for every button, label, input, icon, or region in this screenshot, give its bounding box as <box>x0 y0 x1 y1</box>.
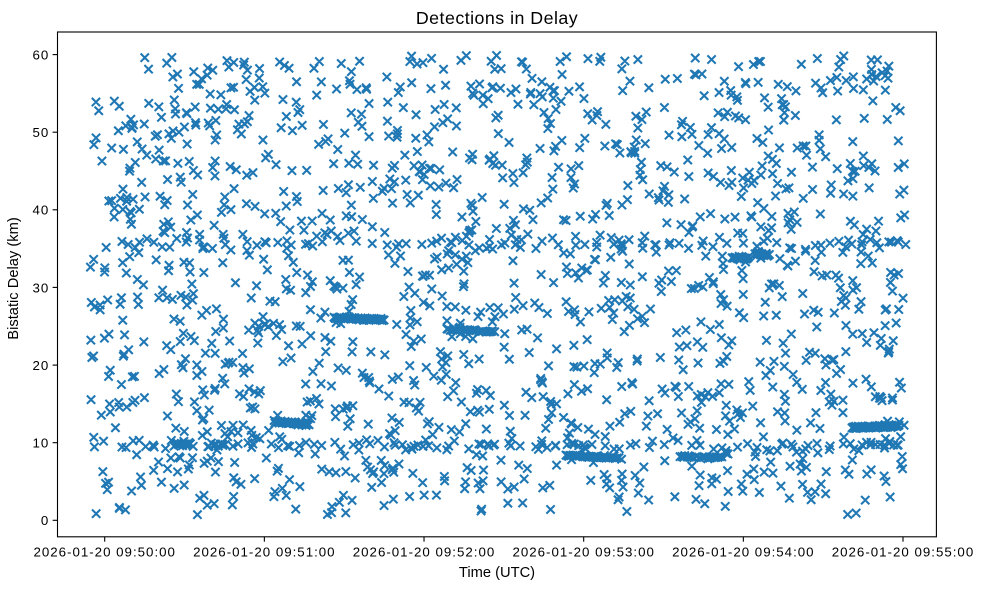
svg-text:2026-01-20 09:52:00: 2026-01-20 09:52:00 <box>353 544 495 559</box>
svg-text:10: 10 <box>33 436 50 451</box>
svg-text:2026-01-20 09:53:00: 2026-01-20 09:53:00 <box>512 544 654 559</box>
svg-text:0: 0 <box>41 513 49 528</box>
svg-text:40: 40 <box>33 203 50 218</box>
svg-text:Detections in Delay: Detections in Delay <box>416 8 578 28</box>
svg-text:2026-01-20 09:55:00: 2026-01-20 09:55:00 <box>832 544 974 559</box>
svg-text:Bistatic Delay (km): Bistatic Delay (km) <box>6 217 22 339</box>
svg-text:50: 50 <box>33 125 50 140</box>
svg-text:Time (UTC): Time (UTC) <box>459 565 535 581</box>
svg-text:20: 20 <box>33 358 50 373</box>
svg-text:2026-01-20 09:54:00: 2026-01-20 09:54:00 <box>672 544 814 559</box>
svg-text:60: 60 <box>33 48 50 63</box>
svg-text:30: 30 <box>33 280 50 295</box>
svg-text:2026-01-20 09:51:00: 2026-01-20 09:51:00 <box>193 544 335 559</box>
svg-text:2026-01-20 09:50:00: 2026-01-20 09:50:00 <box>33 544 175 559</box>
